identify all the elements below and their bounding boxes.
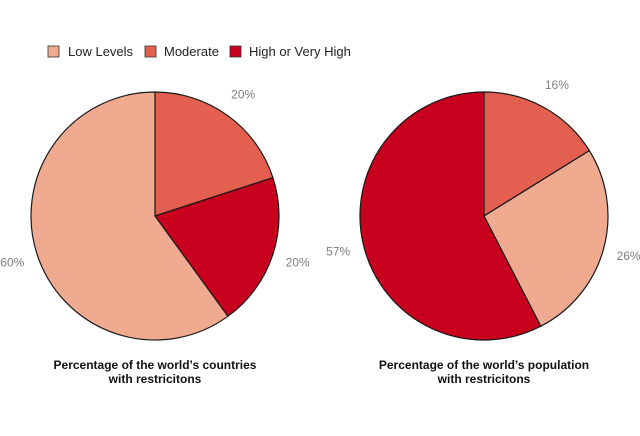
slice-label-moderate: 16%	[545, 78, 569, 92]
pie-slice-moderate	[154, 91, 274, 217]
pie-slice-high-or-very-high	[154, 177, 280, 317]
legend-swatch-high-or-very-high	[229, 45, 242, 58]
caption-population-line2: with restricitons	[437, 372, 531, 386]
pie-slice-low-levels	[483, 150, 609, 327]
slice-label-high-or-very-high: 57%	[326, 244, 350, 258]
slice-label-high-or-very-high: 20%	[286, 255, 310, 269]
legend-label-moderate: Moderate	[164, 44, 219, 59]
pie-chart-population: 16% 26% 57%	[326, 78, 640, 341]
caption-countries-line2: with restricitons	[108, 372, 202, 386]
pie-slice-low-levels	[30, 91, 229, 341]
slice-label-low-levels: 60%	[0, 255, 24, 269]
legend: Low Levels Moderate High or Very High	[47, 44, 351, 59]
legend-item-moderate: Moderate	[144, 44, 219, 59]
pie-chart-countries: 20% 20% 60%	[0, 88, 310, 341]
legend-item-low-levels: Low Levels	[47, 44, 134, 59]
caption-population-line1: Percentage of the world’s population	[379, 358, 589, 372]
legend-label-high-or-very-high: High or Very High	[249, 44, 351, 59]
pie-slice-moderate	[483, 91, 590, 217]
slice-label-moderate: 20%	[231, 88, 255, 102]
legend-label-low-levels: Low Levels	[68, 44, 134, 59]
caption-countries-line1: Percentage of the world’s countries	[54, 358, 257, 372]
legend-swatch-moderate	[144, 45, 157, 58]
legend-swatch-low-levels	[47, 45, 60, 58]
slice-label-low-levels: 26%	[617, 249, 640, 263]
legend-item-high-or-very-high: High or Very High	[229, 44, 351, 59]
pie-slice-high-or-very-high	[359, 91, 542, 341]
